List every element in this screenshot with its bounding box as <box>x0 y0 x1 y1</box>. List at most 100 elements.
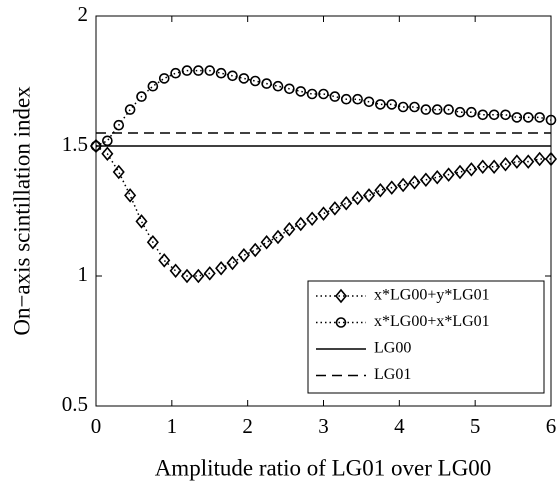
legend-label: x*LG00+x*LG01 <box>374 313 490 330</box>
diamond-marker <box>351 190 364 206</box>
diamond-marker <box>294 216 307 232</box>
x-tick-label: 4 <box>394 414 405 438</box>
circle-marker <box>261 78 272 89</box>
circle-marker <box>454 106 466 118</box>
diamond-marker <box>533 151 546 167</box>
circle-marker <box>238 73 250 84</box>
circle-marker <box>363 96 375 108</box>
diamond-marker <box>215 260 228 276</box>
circle-marker <box>397 101 409 113</box>
diamond-marker <box>499 156 512 172</box>
diamond-marker <box>317 206 330 221</box>
circle-marker <box>227 70 238 82</box>
diamond-marker <box>146 234 159 250</box>
diamond-marker <box>158 253 171 268</box>
diamond-marker <box>362 188 376 203</box>
circle-marker <box>466 106 477 118</box>
circle-marker <box>443 104 454 115</box>
x-tick-label: 0 <box>91 414 102 438</box>
diamond-marker <box>397 177 410 193</box>
circle-marker <box>249 75 261 87</box>
y-tick-label: 1 <box>78 262 89 286</box>
y-axis-label: On−axis scintillation index <box>9 86 34 336</box>
diamond-marker <box>249 242 262 258</box>
diamond-marker <box>385 180 398 195</box>
diamond-marker <box>476 159 489 175</box>
diamond-marker <box>283 221 296 237</box>
x-tick-label: 2 <box>242 414 253 438</box>
diamond-marker <box>442 167 455 182</box>
diamond-marker <box>522 154 535 169</box>
x-tick-label: 1 <box>167 414 178 438</box>
y-tick-label: 2 <box>78 2 89 26</box>
circle-marker <box>170 67 181 79</box>
diamond-marker <box>431 169 444 185</box>
diamond-marker <box>169 263 182 279</box>
circle-marker <box>488 109 500 121</box>
circle-marker <box>306 88 318 100</box>
circle-marker <box>272 80 284 92</box>
diamond-marker <box>408 175 421 190</box>
circle-marker <box>284 83 295 95</box>
diamond-marker <box>124 188 137 203</box>
diamond-marker <box>465 162 478 177</box>
legend-label: LG01 <box>374 366 411 383</box>
x-tick-label: 6 <box>546 414 557 438</box>
diamond-marker <box>226 255 239 271</box>
circle-marker <box>158 73 170 84</box>
diamond-marker <box>192 268 205 284</box>
circle-marker <box>318 88 329 100</box>
circle-marker <box>477 109 489 121</box>
circle-marker <box>431 104 443 115</box>
x-axis-label: Amplitude ratio of LG01 over LG00 <box>155 455 492 480</box>
y-tick-label: 1.5 <box>62 132 88 156</box>
circle-marker <box>500 109 511 121</box>
diamond-marker <box>334 288 348 304</box>
diamond-marker <box>328 201 341 216</box>
diamond-marker <box>374 182 387 198</box>
diamond-marker <box>112 164 125 180</box>
diamond-marker <box>101 146 114 162</box>
diamond-marker <box>453 164 467 180</box>
circle-marker <box>409 101 420 113</box>
x-tick-label: 5 <box>470 414 481 438</box>
circle-marker <box>420 104 432 115</box>
legend-box <box>307 280 545 394</box>
circle-marker <box>386 99 398 110</box>
circle-marker <box>136 91 147 102</box>
y-tick-label: 0.5 <box>62 392 88 416</box>
diamond-marker <box>488 159 501 175</box>
circle-marker <box>522 112 534 123</box>
diamond-marker <box>203 266 216 281</box>
legend-label: LG00 <box>374 340 411 357</box>
circle-marker <box>335 317 347 328</box>
diamond-marker <box>510 154 523 169</box>
circle-marker <box>295 86 307 97</box>
circle-marker <box>147 80 159 92</box>
circle-marker <box>113 119 125 131</box>
diamond-marker <box>419 172 432 188</box>
circle-marker <box>352 93 363 105</box>
circle-marker <box>340 93 352 105</box>
circle-marker <box>511 112 523 123</box>
x-tick-label: 3 <box>318 414 329 438</box>
diamond-marker <box>306 211 319 227</box>
circle-marker <box>181 65 193 76</box>
circle-marker <box>534 112 545 123</box>
plot-frame <box>95 15 552 407</box>
diamond-marker <box>135 214 148 229</box>
circle-marker <box>124 104 136 115</box>
circle-marker <box>204 65 216 76</box>
diamond-marker <box>180 268 194 284</box>
circle-marker <box>375 99 386 110</box>
circle-marker <box>193 65 204 76</box>
diamond-marker <box>237 247 250 263</box>
circle-marker <box>329 91 341 102</box>
diamond-marker <box>340 195 353 211</box>
diamond-marker <box>271 229 285 245</box>
legend-label: x*LG00+y*LG01 <box>374 287 490 304</box>
diamond-marker <box>260 234 273 250</box>
circle-marker <box>215 67 227 79</box>
